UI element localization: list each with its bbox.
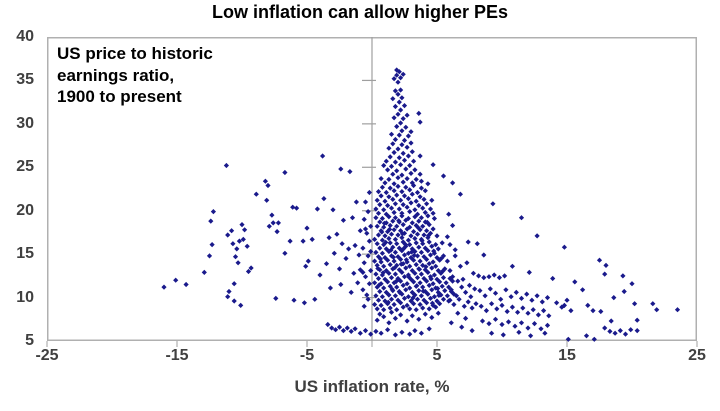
x-axis-title: US inflation rate, % bbox=[294, 377, 450, 396]
x-tick-label: -25 bbox=[35, 347, 59, 364]
chart-title: Low inflation can allow higher PEs bbox=[211, 2, 509, 22]
y-tick-label: 15 bbox=[16, 245, 34, 263]
y-tick-label: 25 bbox=[16, 158, 34, 176]
y-tick-label: 40 bbox=[16, 28, 34, 45]
annotation-line-1: US price to historic bbox=[57, 44, 213, 63]
y-tick-label: 35 bbox=[16, 71, 34, 89]
x-tick-label: -15 bbox=[165, 347, 189, 364]
y-tick-label: 30 bbox=[16, 114, 34, 132]
scatter-points bbox=[161, 67, 681, 342]
scatter-plot bbox=[46, 37, 698, 347]
x-tick-label: 25 bbox=[688, 347, 706, 364]
y-tick-label: 5 bbox=[25, 332, 34, 349]
x-axis-labels: -25 -15 -5 5 15 25 bbox=[0, 347, 720, 367]
plot-area bbox=[46, 37, 698, 347]
y-tick-label: 20 bbox=[16, 201, 34, 219]
y-tick-label: 10 bbox=[16, 288, 34, 306]
x-tick-label: 15 bbox=[558, 347, 576, 364]
plot-annotation: US price to historic earnings ratio, 190… bbox=[57, 43, 213, 108]
annotation-line-3: 1900 to present bbox=[57, 87, 182, 106]
x-tick-label: -5 bbox=[299, 347, 315, 364]
annotation-line-2: earnings ratio, bbox=[57, 65, 175, 85]
x-tick-label: 5 bbox=[432, 347, 442, 364]
